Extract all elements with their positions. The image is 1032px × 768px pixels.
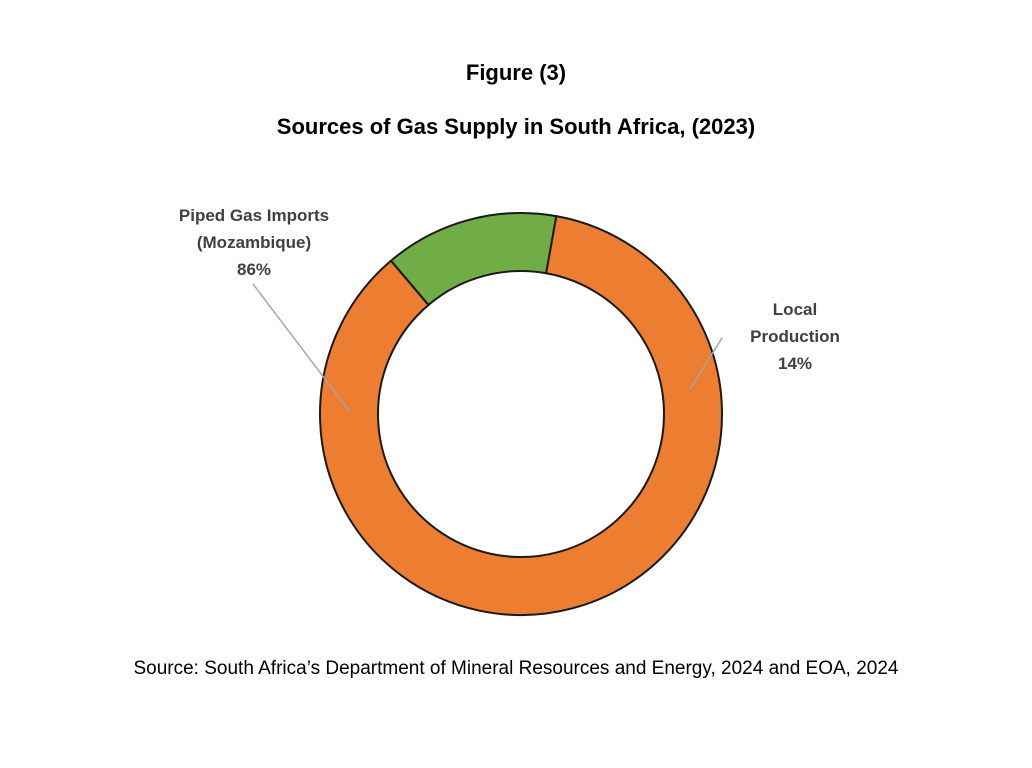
data-label-line: 14% xyxy=(778,354,812,373)
data-label-line: Production xyxy=(750,327,840,346)
data-label-1: Local Production 14% xyxy=(750,300,840,373)
leader-line-0 xyxy=(252,283,351,413)
source-note: Source: South Africa’s Department of Min… xyxy=(133,658,899,679)
data-label-line: (Mozambique) xyxy=(197,233,311,252)
data-label-line: Piped Gas Imports xyxy=(179,206,329,225)
data-label-line: 86% xyxy=(237,260,271,279)
leader-line-1 xyxy=(689,337,723,390)
data-label-line: Local xyxy=(773,300,817,319)
figure-label: Figure (3) xyxy=(465,60,567,85)
data-label-0: Piped Gas Imports (Mozambique) 86% xyxy=(179,206,329,279)
donut-slice-1 xyxy=(389,212,558,307)
chart-title: Sources of Gas Supply in South Africa, (… xyxy=(276,114,756,139)
donut-slice-0 xyxy=(319,214,723,616)
